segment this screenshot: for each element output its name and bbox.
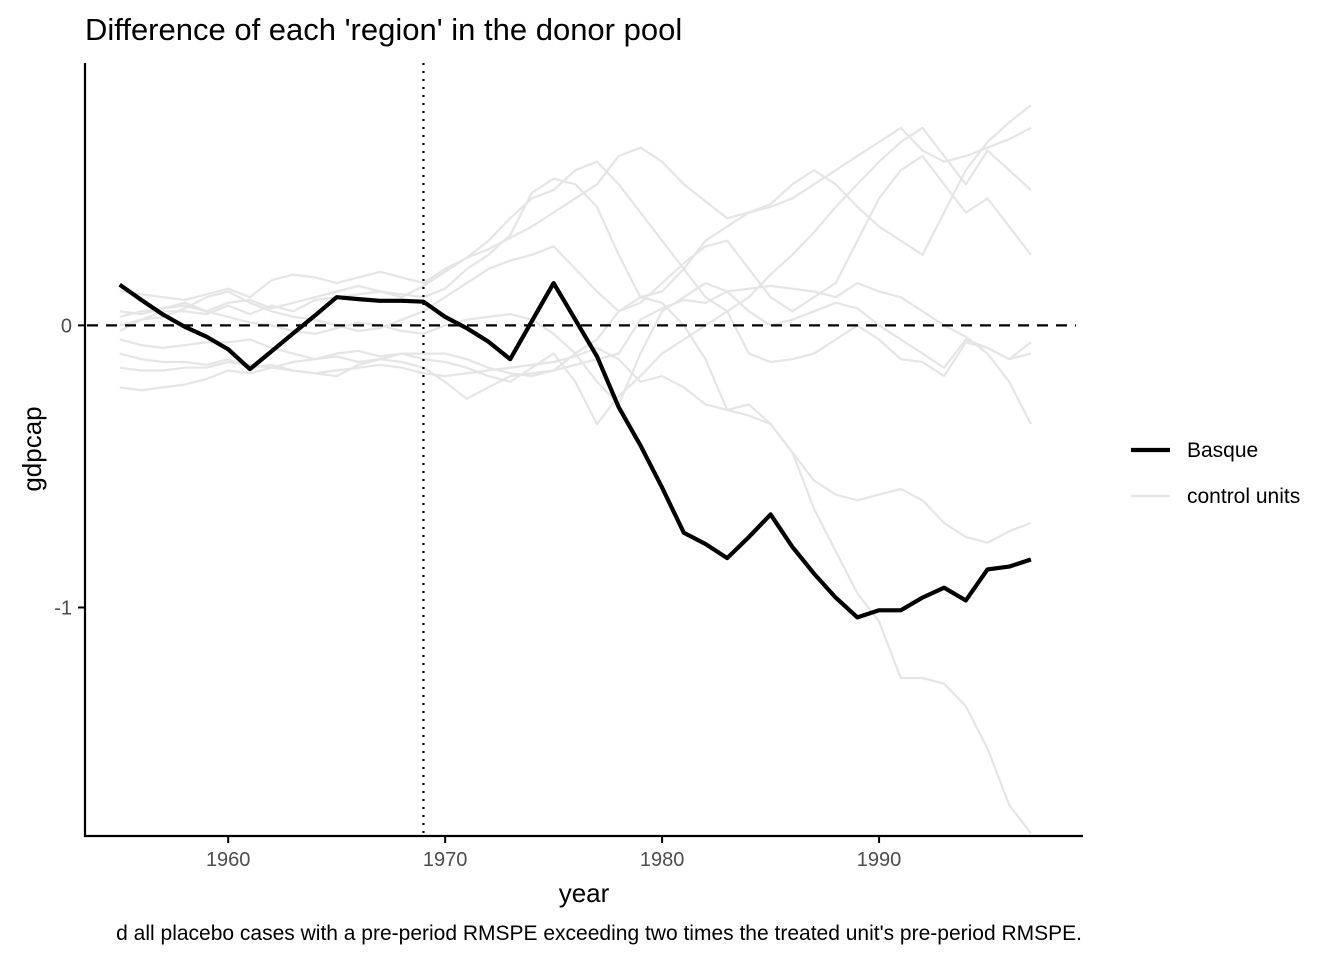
x-tick-label: 1960 [206,849,251,871]
control-unit-lines [119,104,1032,834]
y-tick-label: -1 [54,597,72,619]
control-unit-line-1 [119,126,1032,302]
legend: Basque control units [1131,439,1300,508]
control-unit-line-8 [119,346,1032,544]
chart-title: Difference of each 'region' in the donor… [85,12,682,47]
control-unit-line-9 [119,296,1032,834]
control-unit-line-3 [119,104,1032,332]
x-tick-label: 1970 [423,849,468,871]
x-tick-label: 1980 [640,849,685,871]
legend-label-basque: Basque [1187,439,1258,462]
x-axis-ticks: 1960 1970 1980 1990 [206,836,901,871]
chart-caption: d all placebo cases with a pre-period RM… [116,922,1082,945]
control-unit-line-7 [119,282,1032,425]
control-unit-line-5 [119,282,1032,406]
x-tick-label: 1990 [857,849,902,871]
control-unit-line-6 [119,310,1032,426]
y-tick-label: 0 [61,315,72,337]
control-unit-line-4 [119,155,1032,333]
legend-label-control: control units [1187,485,1300,508]
treated-unit-line [118,281,1032,620]
control-unit-line-2 [119,126,1032,318]
y-axis-ticks: 0 -1 [54,315,85,619]
x-axis-title: year [559,878,610,908]
y-axis-title: gdpcap [17,406,47,491]
